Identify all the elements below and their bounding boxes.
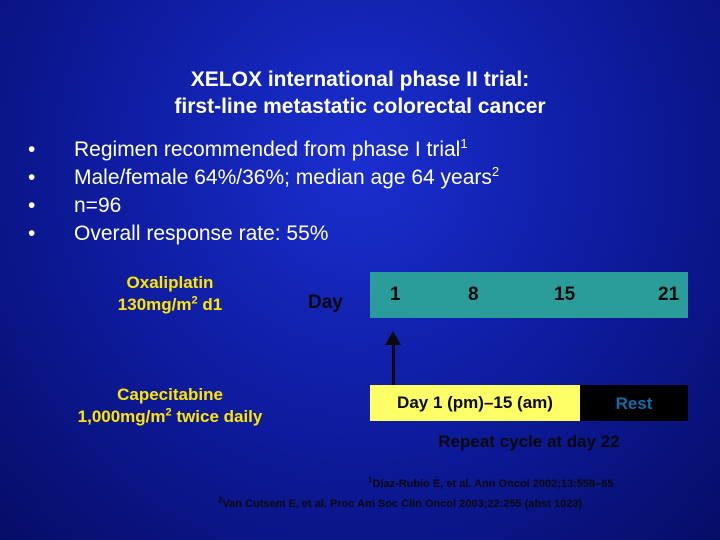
bullet-item: • Male/female 64%/36%; median age 64 yea… (28, 164, 499, 192)
capecitabine-label: Capecitabine 1,000mg/m2 twice daily (40, 384, 300, 428)
day-tick: 1 (390, 284, 401, 305)
title-line-1: XELOX international phase II trial: (190, 68, 530, 91)
capecitabine-dose: 1,000mg/m2 twice daily (77, 406, 263, 426)
bullet-item: • Overall response rate: 55% (28, 220, 499, 248)
arrow-shaft (392, 342, 395, 386)
bullet-item: • n=96 (28, 192, 499, 220)
bullet-icon: • (28, 166, 36, 189)
day-tick: 21 (658, 284, 680, 305)
day-tick: 15 (554, 284, 576, 305)
up-arrow-icon (385, 331, 401, 345)
bullet-icon: • (28, 194, 36, 217)
bullet-footnote: 1 (460, 136, 468, 151)
bullet-icon: • (28, 138, 36, 161)
oxaliplatin-label: Oxaliplatin 130mg/m2 d1 (80, 272, 260, 316)
bullet-footnote: 2 (491, 164, 500, 179)
bullet-text: n=96 (74, 194, 122, 217)
oxaliplatin-name: Oxaliplatin (126, 273, 214, 292)
cycle-timeline-bar: 1 8 15 21 (370, 272, 688, 318)
day-label: Day (308, 292, 343, 313)
dosing-period-box: Day 1 (pm)–15 (am) (370, 385, 580, 421)
bullet-list: • Regimen recommended from phase I trial… (28, 136, 499, 248)
bullet-item: • Regimen recommended from phase I trial… (28, 136, 499, 164)
bullet-icon: • (28, 222, 36, 245)
bullet-text: Overall response rate: 55% (74, 222, 329, 245)
slide-title: XELOX international phase II trial: firs… (0, 66, 720, 120)
reference-2: 2Van Cutsem E, et al. Proc Am Soc Clin O… (218, 495, 583, 510)
day-tick: 8 (468, 284, 479, 305)
title-line-2: first-line metastatic colorectal cancer (174, 95, 546, 118)
capecitabine-name: Capecitabine (117, 385, 223, 404)
bullet-text: Male/female 64%/36%; median age 64 years (74, 166, 492, 189)
rest-period-box: Rest (580, 385, 688, 421)
bullet-text: Regimen recommended from phase I trial (74, 138, 461, 161)
repeat-cycle-note: Repeat cycle at day 22 (438, 432, 620, 451)
reference-1: 1Díaz-Rubio E, et al. Ann Oncol 2002;13:… (368, 475, 614, 490)
oxaliplatin-dose: 130mg/m2 d1 (117, 294, 223, 314)
